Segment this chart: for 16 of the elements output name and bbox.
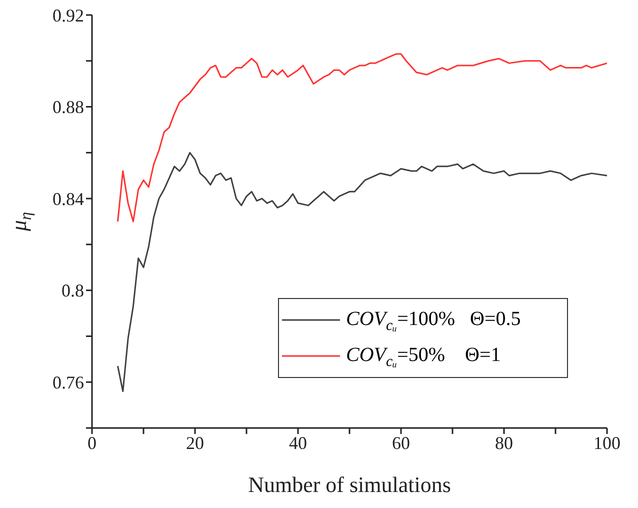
line-series bbox=[117, 53, 607, 222]
x-tick-label: 0 bbox=[88, 432, 96, 453]
x-axis-title: Number of simulations bbox=[248, 472, 451, 497]
y-tick-label: 0.76 bbox=[52, 372, 84, 392]
x-tick-label: 40 bbox=[289, 432, 307, 453]
y-tick-label: 0.8 bbox=[62, 280, 84, 301]
x-tick-label: 100 bbox=[594, 432, 620, 453]
legend-label: COV$_{cᵤ}$=100% Θ=0.5 bbox=[346, 308, 521, 334]
x-tick-label: 80 bbox=[495, 432, 513, 453]
x-tick-label: 60 bbox=[392, 432, 410, 453]
x-tick-label: 20 bbox=[186, 432, 204, 453]
y-tick-label: 0.84 bbox=[52, 188, 84, 209]
y-tick-label: 0.92 bbox=[52, 5, 84, 26]
line-series bbox=[117, 152, 607, 392]
legend-label: COV$_{cᵤ}$=50% Θ=1 bbox=[346, 344, 501, 370]
y-tick-label: 0.88 bbox=[52, 97, 84, 118]
